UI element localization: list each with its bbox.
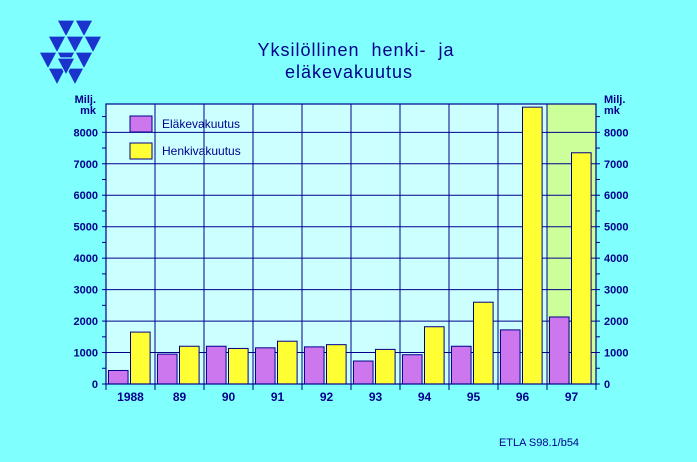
left-unit-label-line2: mk <box>80 105 97 117</box>
y-tick-label-left: 5000 <box>74 222 98 234</box>
bar-henkivakuutus-1988 <box>130 331 151 385</box>
x-tick-label: 93 <box>369 390 383 404</box>
x-tick-label: 95 <box>467 390 481 404</box>
left-unit-label-line1: Milj. <box>75 94 96 106</box>
etla-logo-icon <box>38 19 103 87</box>
bar-henkivakuutus-91 <box>277 340 298 385</box>
x-tick-label: 94 <box>418 390 432 404</box>
y-tick-label-right: 2000 <box>604 316 628 328</box>
logo-triangle <box>47 67 67 87</box>
y-tick-label-right: 0 <box>604 379 610 391</box>
right-unit-label-line2: mk <box>604 105 621 117</box>
logo-triangle <box>56 19 76 39</box>
legend-swatch-henkivakuutus <box>129 142 153 160</box>
legend-label-elakevakuutus: Eläkevakuutus <box>162 117 240 131</box>
y-tick-label-left: 8000 <box>74 127 98 139</box>
y-tick-label-left: 7000 <box>74 159 98 171</box>
right-unit-label-line1: Milj. <box>604 94 625 106</box>
bar-henkivakuutus-89 <box>179 345 200 385</box>
bar-henkivakuutus-97 <box>571 152 592 385</box>
y-tick-label-right: 6000 <box>604 190 628 202</box>
bar-elakevakuutus-93 <box>352 360 374 385</box>
logo-triangle <box>65 35 85 55</box>
chart-title-line1: Yksilöllinen henki- ja <box>257 40 454 60</box>
y-tick-label-right: 1000 <box>604 348 628 360</box>
x-axis: 1988 89 90 91 92 93 94 95 96 97 <box>105 384 597 404</box>
bar-elakevakuutus-89 <box>156 353 178 385</box>
bar-henkivakuutus-92 <box>326 344 347 385</box>
bar-series <box>107 106 592 385</box>
legend-label-henkivakuutus: Henkivakuutus <box>162 144 241 158</box>
y-tick-label-right: 7000 <box>604 159 628 171</box>
y-tick-label-right: 8000 <box>604 127 628 139</box>
y-tick-label-right: 3000 <box>604 285 628 297</box>
logo-triangle <box>56 57 76 77</box>
y-tick-label-left: 1000 <box>74 348 98 360</box>
source-note: ETLA S98.1/b54 <box>499 437 579 449</box>
logo-triangle <box>83 35 103 55</box>
bar-elakevakuutus-90 <box>205 345 227 385</box>
logo-triangle <box>74 51 94 71</box>
bar-henkivakuutus-95 <box>473 301 494 385</box>
legend: Eläkevakuutus Henkivakuutus <box>129 115 241 160</box>
bar-elakevakuutus-91 <box>254 347 276 385</box>
y-tick-label-right: 5000 <box>604 222 628 234</box>
bar-henkivakuutus-94 <box>424 326 445 385</box>
x-tick-label: 90 <box>222 390 236 404</box>
bar-elakevakuutus-97 <box>548 316 570 385</box>
x-tick-label: 97 <box>565 390 579 404</box>
bar-elakevakuutus-92 <box>303 346 325 385</box>
x-tick-label: 89 <box>173 390 187 404</box>
x-tick-label: 91 <box>271 390 285 404</box>
chart-title-line2: eläkevakuutus <box>285 62 413 82</box>
y-axis-right: 0 1000 2000 3000 4000 5000 6000 7000 8000 <box>596 116 628 391</box>
bar-henkivakuutus-90 <box>228 347 249 385</box>
y-tick-label-left: 3000 <box>74 285 98 297</box>
x-tick-label: 1988 <box>117 390 144 404</box>
logo-triangle <box>38 51 58 71</box>
bar-henkivakuutus-93 <box>375 348 396 385</box>
y-tick-label-left: 6000 <box>74 190 98 202</box>
y-tick-label-left: 0 <box>92 379 98 391</box>
logo-triangle <box>74 19 94 39</box>
bar-elakevakuutus-96 <box>499 329 521 385</box>
legend-swatch-elakevakuutus <box>129 115 153 133</box>
x-tick-label: 92 <box>320 390 334 404</box>
x-tick-label: 96 <box>516 390 530 404</box>
y-tick-label-left: 2000 <box>74 316 98 328</box>
logo-triangle <box>47 35 67 55</box>
y-tick-label-left: 4000 <box>74 253 98 265</box>
bar-elakevakuutus-95 <box>450 345 472 385</box>
bar-elakevakuutus-94 <box>401 354 423 385</box>
bar-elakevakuutus-1988 <box>107 369 129 385</box>
y-axis-left: 0 1000 2000 3000 4000 5000 6000 7000 8000 <box>74 116 106 391</box>
logo-triangle <box>65 67 85 87</box>
bar-henkivakuutus-96 <box>522 106 543 385</box>
y-tick-label-right: 4000 <box>604 253 628 265</box>
